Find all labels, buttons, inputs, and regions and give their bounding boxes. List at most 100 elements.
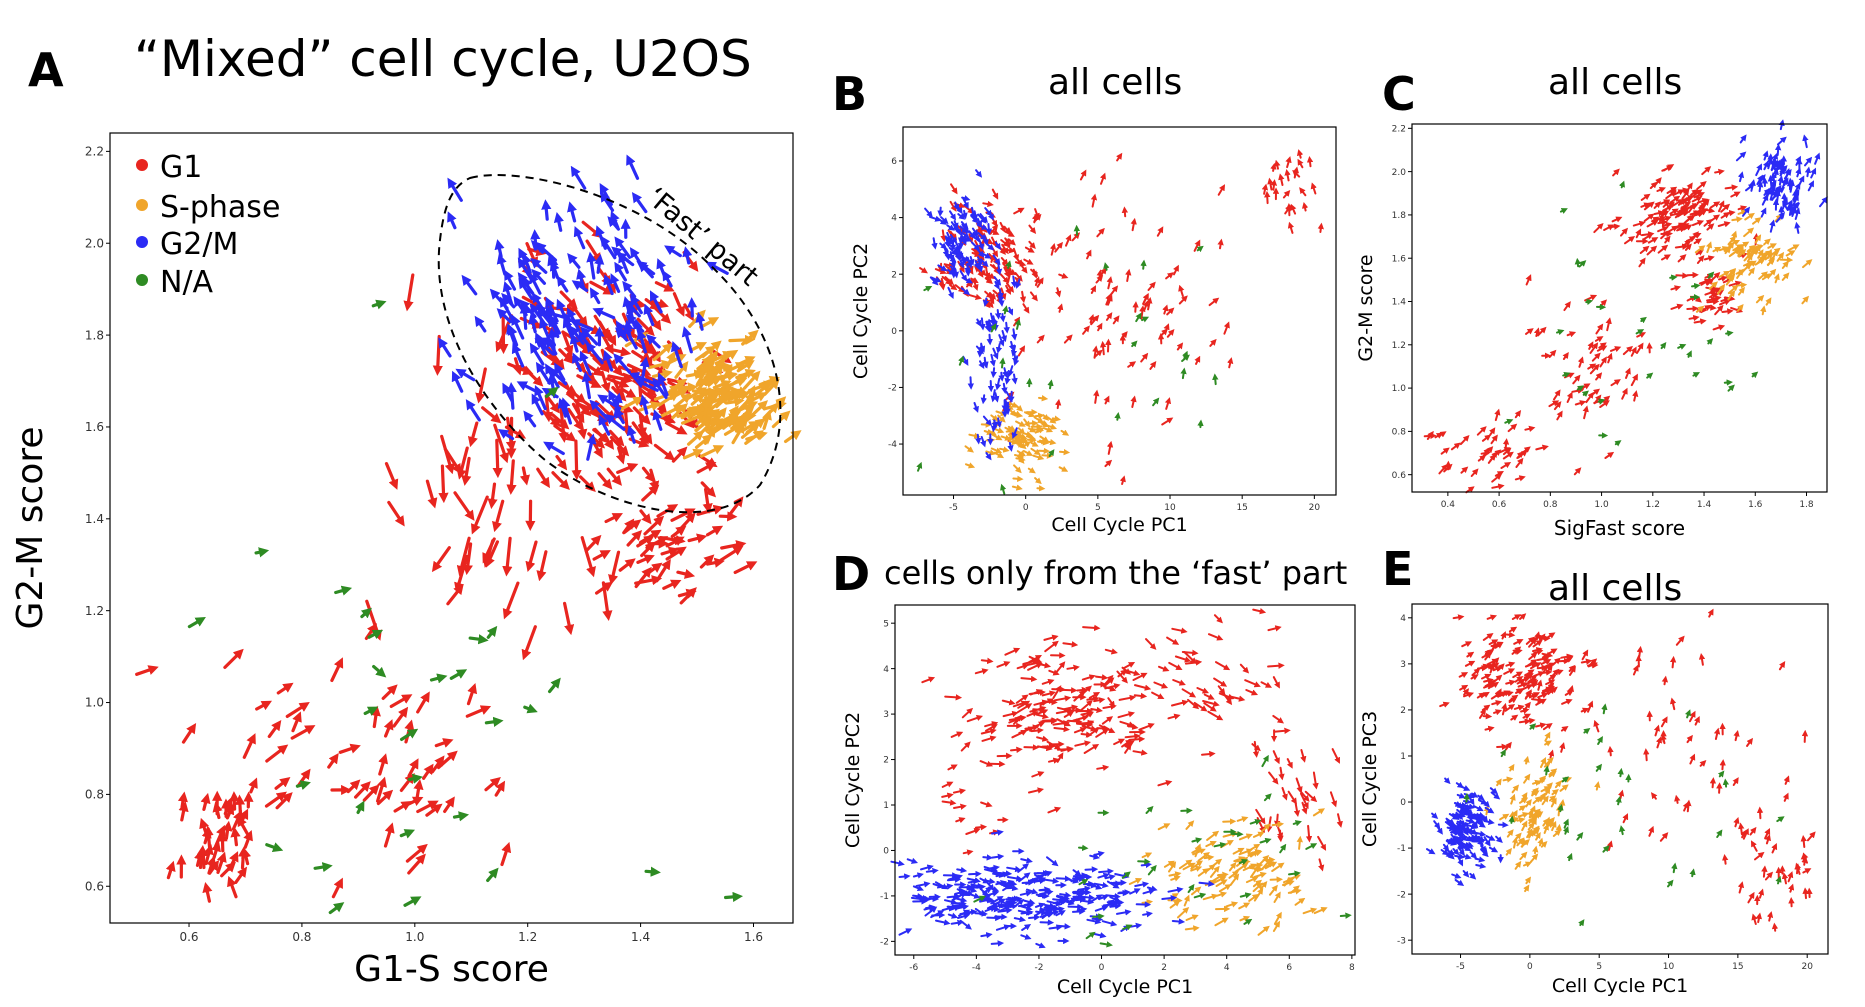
data-point [912,893,924,900]
data-point [958,355,965,366]
data-point [1153,681,1169,689]
data-point [1049,242,1057,256]
data-point [676,568,696,579]
data-point [671,340,683,369]
data-point [1462,870,1470,878]
data-point [1720,296,1731,303]
data-point [1145,638,1157,650]
data-point [1740,241,1750,248]
data-point [1726,268,1737,278]
data-point [736,360,755,373]
data-point [1116,909,1132,916]
data-point [1718,275,1728,282]
data-point [1716,829,1723,838]
legend-label-g2m: G2/M [160,227,238,262]
y-tick-label: 6 [891,157,897,167]
data-point [626,154,640,180]
data-point [1174,655,1192,663]
data-point [586,251,597,280]
data-point [1181,649,1199,657]
data-point [1090,706,1103,714]
data-point [1018,904,1033,911]
data-point [1261,183,1269,195]
data-point [1006,865,1022,873]
data-point [1731,216,1743,223]
data-point [502,581,520,620]
data-point [1184,925,1200,932]
data-point [1090,314,1100,326]
data-point [265,744,289,763]
data-point [975,318,982,327]
data-point [1035,892,1049,899]
data-point [1519,805,1527,812]
data-point [1499,447,1511,454]
data-point [1245,689,1259,696]
data-point [1061,687,1078,694]
data-point [1209,338,1217,347]
data-point [1140,861,1152,869]
data-point [705,557,725,568]
data-point [1466,651,1475,659]
data-point [1491,473,1503,483]
data-point [1508,626,1518,633]
data-point [1128,878,1143,885]
data-point [1737,244,1744,257]
data-point [1094,905,1109,912]
data-point [1675,272,1689,279]
data-point [1677,343,1687,350]
data-point [1229,873,1240,886]
data-point [783,430,802,443]
data-point [1754,851,1765,861]
data-point [493,423,510,464]
data-point [1537,778,1547,784]
data-point [1452,848,1460,856]
data-point [1196,245,1204,253]
data-point [937,264,948,272]
data-point [1534,631,1541,641]
data-point [1718,270,1731,278]
data-point [1709,777,1717,789]
y-tick-label: 0.8 [85,788,104,802]
data-point [1033,276,1040,287]
data-point [1091,915,1104,923]
data-point [1775,875,1782,885]
data-point [1630,346,1637,357]
data-point [1074,740,1092,747]
data-point [1082,624,1101,632]
data-point [1539,792,1546,801]
data-point [950,183,958,195]
data-point [461,274,478,296]
data-point [1611,216,1623,223]
legend-marker-na [136,274,148,286]
data-point [1562,372,1571,379]
data-point [1151,691,1165,699]
data-point [702,487,713,514]
y-tick-label: 1.0 [85,696,104,710]
data-point [1088,314,1095,324]
data-point [998,371,1005,382]
data-point [949,233,958,244]
data-point [1597,398,1606,405]
data-point [447,211,457,230]
data-point [930,276,942,283]
data-point [992,347,999,360]
data-point [639,394,650,415]
data-point [961,195,971,202]
data-point [1074,896,1087,903]
data-point [1055,287,1062,298]
data-point [1193,239,1201,252]
data-point [954,239,961,252]
data-point [1728,273,1736,282]
data-point [721,415,739,430]
x-tick-label: 1.2 [1646,500,1660,510]
data-point [1253,871,1267,879]
data-point [1161,417,1174,426]
data-point [1097,872,1110,879]
data-point [1294,897,1306,906]
data-point [672,292,685,317]
data-point [1774,143,1782,156]
data-point [1092,345,1099,359]
data-point [1604,451,1615,459]
data-point [994,377,1002,391]
data-point [679,587,697,605]
